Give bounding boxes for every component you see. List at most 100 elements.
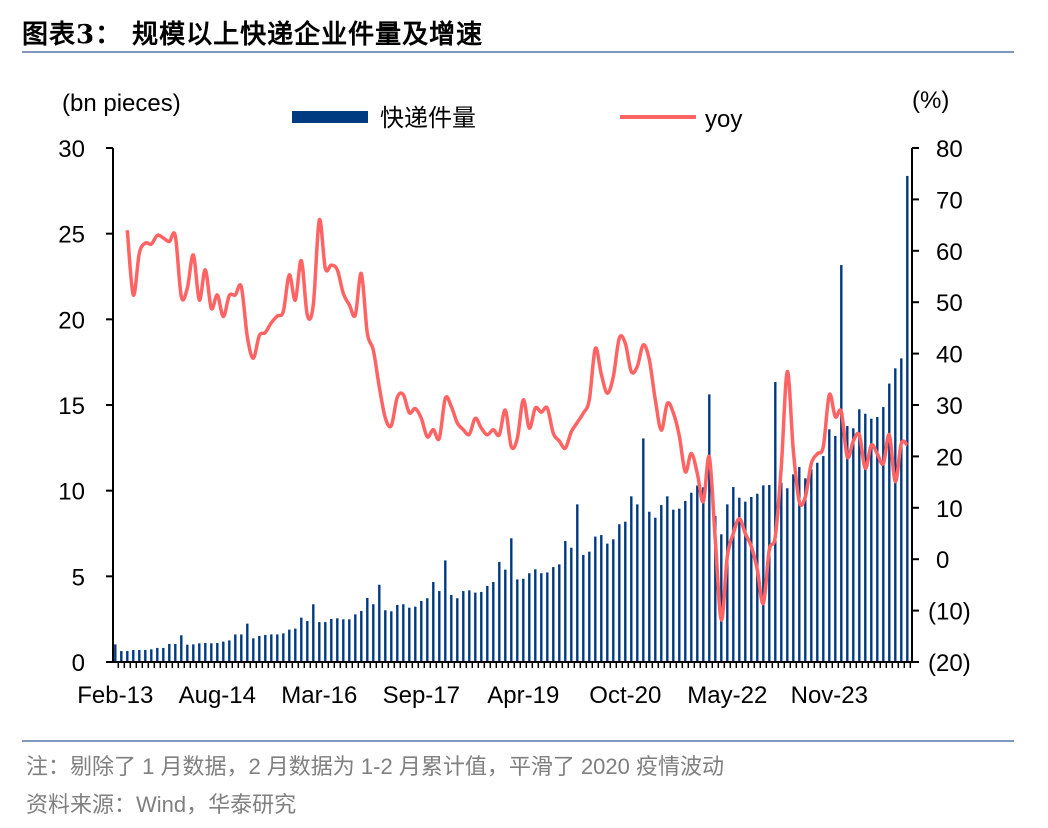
bar-Aug-24 <box>876 416 879 662</box>
bar-Sep-23 <box>816 462 819 662</box>
bar-Jun-23 <box>798 467 801 662</box>
bar-May-16 <box>330 618 333 662</box>
bar-May-24 <box>858 409 861 662</box>
bar-Nov-22 <box>762 485 765 662</box>
bar-Jul-15 <box>276 634 279 662</box>
left-tick-label: 10 <box>58 479 85 506</box>
bar-Dec-17 <box>438 591 441 662</box>
right-tick-label: 10 <box>936 496 963 523</box>
bar-Jul-14 <box>210 643 213 662</box>
bar-Nov-18 <box>498 561 501 662</box>
left-tick-label: 5 <box>72 564 85 591</box>
x-tick-label: Apr-19 <box>487 682 559 709</box>
bar-Mar-16 <box>318 622 321 662</box>
right-tick-label: 0 <box>936 547 949 574</box>
bar-Sep-22 <box>750 497 753 662</box>
bar-Mar-14 <box>186 644 189 662</box>
bar-Sep-19 <box>552 567 555 662</box>
bar-Apr-15 <box>258 635 261 662</box>
bar-Jun-18 <box>468 590 471 662</box>
bar-May-15 <box>264 634 267 662</box>
bar-Oct-15 <box>294 628 297 662</box>
bar-Feb-24 <box>840 265 843 662</box>
bar-Dec-18 <box>504 569 507 662</box>
bar-Jul-18 <box>474 592 477 662</box>
bar-Aug-22 <box>744 501 747 662</box>
bar-Jun-19 <box>534 569 537 662</box>
bar-Oct-17 <box>426 598 429 662</box>
bar-Sep-13 <box>156 647 159 662</box>
bar-Jul-22 <box>738 497 741 662</box>
bar-Dec-15 <box>306 621 309 662</box>
bar-Sep-21 <box>684 500 687 662</box>
bar-Aug-13 <box>150 649 153 662</box>
right-tick-label: 30 <box>936 393 963 420</box>
bar-Nov-15 <box>300 617 303 662</box>
bar-Oct-16 <box>360 610 363 662</box>
source-text: 资料来源：Wind，华泰研究 <box>26 792 297 817</box>
left-tick-label: 15 <box>58 393 85 420</box>
bar-Jun-14 <box>204 642 207 662</box>
bar-Sep-15 <box>288 629 291 662</box>
legend: 快递件量 yoy <box>292 105 742 133</box>
left-tick-label: 30 <box>58 136 85 163</box>
bar-Jun-15 <box>270 634 273 662</box>
bar-Jul-16 <box>342 619 345 662</box>
chart-title: 图表3： 规模以上快递企业件量及增速 <box>22 20 484 50</box>
bar-May-17 <box>396 604 399 662</box>
bar-Jul-20 <box>606 543 609 662</box>
bar-Jun-13 <box>138 650 141 662</box>
bar-May-22 <box>726 504 729 662</box>
right-tick-label: 60 <box>936 239 963 266</box>
bar-Nov-16 <box>366 597 369 662</box>
bar-May-18 <box>462 591 465 662</box>
bar-Sep-24 <box>882 407 885 662</box>
bar-Aug-16 <box>348 619 351 662</box>
right-axis-label: (%) <box>912 87 949 114</box>
bar-Aug-17 <box>414 606 417 662</box>
bar-Jul-13 <box>144 650 147 662</box>
right-tick-label: 50 <box>936 290 963 317</box>
bar-Mar-21 <box>648 511 651 662</box>
notes: 注：剔除了 1 月数据，2 月数据为 1-2 月累计值，平滑了 2020 疫情波… <box>26 748 724 824</box>
bar-Feb-20 <box>576 504 579 662</box>
bar-Jun-22 <box>732 487 735 662</box>
bar-Jun-24 <box>864 413 867 662</box>
bar-Feb-22 <box>708 394 711 662</box>
bar-Jul-23 <box>804 478 807 662</box>
right-tick-label: (20) <box>928 650 971 677</box>
left-axis-label: (bn pieces) <box>62 90 181 117</box>
bar-Oct-21 <box>690 492 693 662</box>
bar-Oct-18 <box>492 581 495 662</box>
bar-Feb-13 <box>114 644 117 662</box>
bar-Mar-23 <box>780 482 783 662</box>
bar-Dec-19 <box>570 547 573 662</box>
x-tick-label: Aug-14 <box>179 682 256 709</box>
bar-May-23 <box>792 474 795 662</box>
legend-bar-label: 快递件量 <box>380 105 476 132</box>
bar-Feb-16 <box>312 604 315 662</box>
note-text: 注：剔除了 1 月数据，2 月数据为 1-2 月累计值，平滑了 2020 疫情波… <box>26 754 724 779</box>
right-tick-label: 80 <box>936 136 963 163</box>
bar-Mar-15 <box>252 638 255 662</box>
bar-Apr-16 <box>324 622 327 662</box>
bar-Jun-20 <box>600 535 603 662</box>
bar-Nov-13 <box>168 644 171 662</box>
bar-Aug-20 <box>612 539 615 662</box>
bar-Feb-19 <box>510 538 513 662</box>
right-tick-label: 70 <box>936 187 963 214</box>
x-tick-label: May-22 <box>687 682 767 709</box>
bar-Aug-19 <box>546 572 549 662</box>
bar-Dec-16 <box>372 604 375 662</box>
bar-Jul-19 <box>540 573 543 662</box>
bar-Dec-21 <box>702 487 705 662</box>
bar-Mar-18 <box>450 595 453 662</box>
bar-Nov-17 <box>432 581 435 662</box>
x-tick-label: Feb-13 <box>77 682 153 709</box>
bar-Aug-21 <box>678 508 681 662</box>
bar-Jun-21 <box>666 496 669 662</box>
bar-Apr-23 <box>786 488 789 662</box>
bar-Mar-17 <box>384 610 387 662</box>
bar-May-20 <box>594 536 597 662</box>
